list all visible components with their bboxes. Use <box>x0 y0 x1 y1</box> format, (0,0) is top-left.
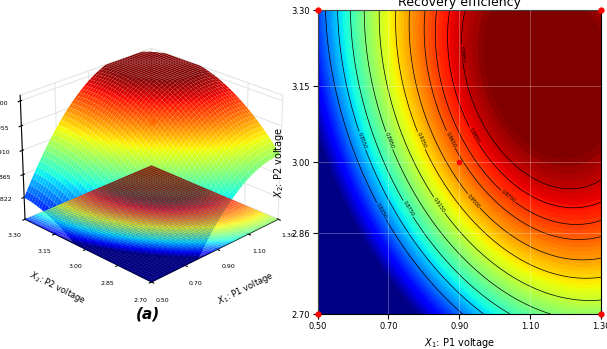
Title: Recovery efficiency: Recovery efficiency <box>398 0 521 9</box>
Text: 0.9750: 0.9750 <box>500 189 516 204</box>
Text: 0.9150: 0.9150 <box>432 196 446 214</box>
Text: 0.9350: 0.9350 <box>416 132 427 149</box>
Text: (a): (a) <box>135 306 160 321</box>
Text: 0.9650: 0.9650 <box>444 131 456 148</box>
Text: 0.9500: 0.9500 <box>466 193 481 209</box>
Text: 0.9850: 0.9850 <box>467 127 480 144</box>
X-axis label: $X_1$: P1 voltage: $X_1$: P1 voltage <box>424 336 495 349</box>
Text: 0.8750: 0.8750 <box>401 200 415 217</box>
Text: 0.8550: 0.8550 <box>357 132 367 149</box>
X-axis label: $X_1$: P1 voltage: $X_1$: P1 voltage <box>215 269 276 307</box>
Y-axis label: $X_2$: P2 voltage: $X_2$: P2 voltage <box>272 127 286 198</box>
Y-axis label: $X_2$: P2 voltage: $X_2$: P2 voltage <box>27 269 88 307</box>
Text: 0.9950: 0.9950 <box>459 45 465 62</box>
Text: 0.8950: 0.8950 <box>384 132 395 149</box>
Text: 0.8350: 0.8350 <box>375 202 388 220</box>
